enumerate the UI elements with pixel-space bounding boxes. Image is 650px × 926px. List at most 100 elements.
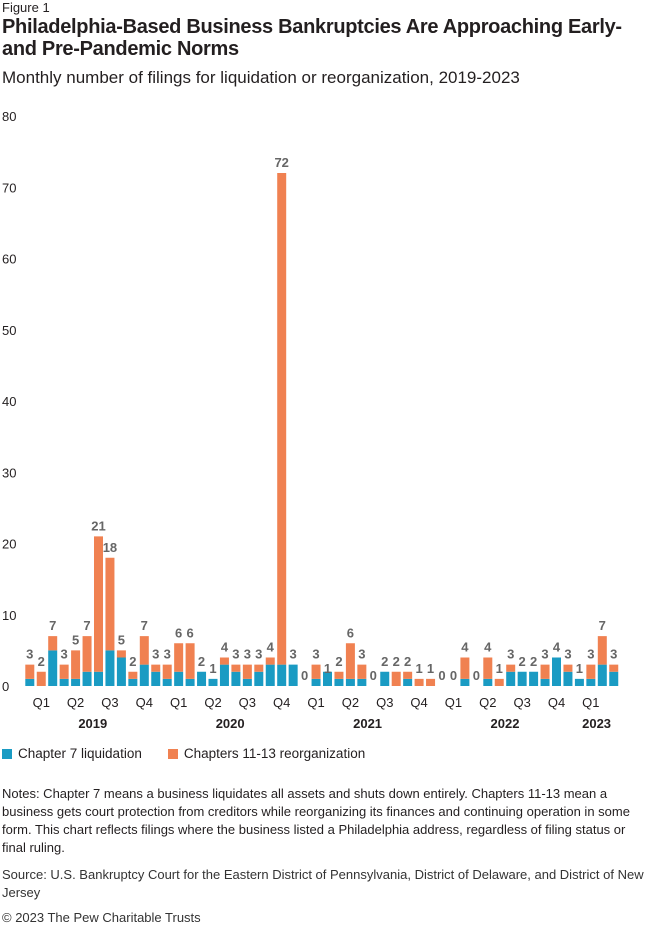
- bar-chapter7: [197, 671, 207, 686]
- notes: Notes: Chapter 7 means a business liquid…: [2, 786, 630, 855]
- legend-label-chapter7: Chapter 7 liquidation: [18, 746, 142, 761]
- bar-chapter7: [540, 678, 550, 686]
- bar-chapters11-13: [334, 671, 344, 679]
- bar-chapter7: [185, 678, 195, 686]
- bar-chapter7: [517, 671, 527, 686]
- y-tick-label: 50: [2, 323, 16, 338]
- bar-chapters11-13: [311, 664, 321, 679]
- bar-value-label: 21: [91, 518, 105, 533]
- chart-subtitle: Monthly number of filings for liquidatio…: [2, 68, 520, 87]
- bar-chapter7: [265, 664, 275, 686]
- bar-value-label: 3: [507, 647, 514, 662]
- bar-chapters11-13: [174, 643, 184, 672]
- bar-chapter7: [208, 678, 218, 686]
- quarter-label: Q4: [136, 695, 153, 710]
- bar-chapter7: [139, 664, 149, 686]
- bar-value-label: 1: [415, 661, 422, 676]
- bar-chapters11-13: [219, 657, 229, 665]
- bar-value-label: 3: [290, 647, 297, 662]
- bar-chapters11-13: [483, 657, 493, 679]
- bar-value-label: 0: [438, 668, 445, 683]
- bar-chapter7: [586, 678, 596, 686]
- legend-swatch-chapter7: [2, 748, 12, 759]
- bar-value-label: 7: [49, 618, 56, 633]
- bar-chapter7: [597, 664, 607, 686]
- bar-value-label: 2: [129, 654, 136, 669]
- quarter-label: Q1: [307, 695, 324, 710]
- bar-chapter7: [254, 671, 264, 686]
- bar-value-label: 5: [118, 632, 125, 647]
- bar-chapters11-13: [563, 664, 573, 672]
- y-tick-label: 80: [2, 109, 16, 124]
- bar-chapter7: [82, 671, 92, 686]
- bar-value-label: 3: [564, 647, 571, 662]
- bar-value-label: 4: [461, 640, 469, 655]
- legend: Chapter 7 liquidation Chapters 11-13 reo…: [2, 746, 391, 761]
- quarter-label: Q3: [101, 695, 118, 710]
- bar-chapters11-13: [460, 657, 470, 679]
- bar-value-label: 3: [541, 647, 548, 662]
- bar-chapter7: [25, 678, 35, 686]
- bar-chapters11-13: [391, 671, 401, 686]
- legend-item-chapter7: Chapter 7 liquidation: [2, 746, 142, 761]
- bar-chapters11-13: [414, 678, 424, 686]
- quarter-label: Q2: [204, 695, 221, 710]
- bar-value-label: 7: [141, 618, 148, 633]
- bar-chapter7: [334, 678, 344, 686]
- bar-value-label: 2: [335, 654, 342, 669]
- bar-chapters11-13: [59, 664, 69, 679]
- y-tick-label: 20: [2, 537, 16, 552]
- bar-chapter7: [277, 664, 287, 686]
- bar-chapters11-13: [162, 664, 172, 679]
- bar-chapters11-13: [426, 678, 436, 686]
- bar-chapter7: [288, 664, 298, 686]
- bar-value-label: 3: [358, 647, 365, 662]
- y-tick-label: 0: [2, 679, 9, 694]
- quarter-label: Q1: [33, 695, 50, 710]
- bar-chapters11-13: [609, 664, 619, 672]
- bar-value-label: 2: [38, 654, 45, 669]
- y-tick-label: 10: [2, 608, 16, 623]
- bar-chapter7: [460, 678, 470, 686]
- bar-chapter7: [94, 671, 103, 686]
- bar-chapter7: [380, 671, 390, 686]
- bar-value-label: 3: [232, 647, 239, 662]
- bar-value-label: 4: [553, 640, 561, 655]
- bar-chapter7: [311, 678, 321, 686]
- bar-chapter7: [174, 671, 184, 686]
- year-label: 2019: [78, 716, 107, 731]
- source: Source: U.S. Bankruptcy Court for the Ea…: [2, 867, 644, 900]
- bar-value-label: 0: [301, 668, 308, 683]
- bar-value-label: 3: [164, 647, 171, 662]
- bar-chapters11-13: [403, 671, 413, 679]
- bar-value-label: 2: [530, 654, 537, 669]
- bar-chapters11-13: [48, 636, 58, 651]
- bar-chapter7: [552, 657, 561, 686]
- bar-chapters11-13: [586, 664, 596, 679]
- y-tick-label: 70: [2, 180, 16, 195]
- year-label: 2021: [353, 716, 382, 731]
- bar-chapter7: [357, 678, 367, 686]
- bar-value-label: 4: [267, 640, 275, 655]
- bar-chapters11-13: [254, 664, 264, 672]
- copyright: © 2023 The Pew Charitable Trusts: [2, 910, 201, 925]
- year-label: 2023: [582, 716, 611, 731]
- bar-value-label: 3: [152, 647, 159, 662]
- bar-value-label: 2: [404, 654, 411, 669]
- bar-value-label: 1: [209, 661, 216, 676]
- bar-chapter7: [574, 678, 584, 686]
- bar-value-label: 4: [221, 640, 229, 655]
- bar-chapters11-13: [116, 650, 126, 658]
- bar-value-label: 6: [186, 625, 193, 640]
- bar-chapter7: [483, 678, 493, 686]
- y-tick-label: 30: [2, 465, 16, 480]
- bar-chapter7: [151, 671, 161, 686]
- bar-value-label: 0: [370, 668, 377, 683]
- bar-value-label: 2: [198, 654, 205, 669]
- bar-value-label: 1: [427, 661, 434, 676]
- quarter-label: Q3: [513, 695, 530, 710]
- chart-title: Philadelphia-Based Business Bankruptcies…: [2, 16, 622, 60]
- bar-chapter7: [219, 664, 229, 686]
- bar-chapters11-13: [242, 664, 252, 679]
